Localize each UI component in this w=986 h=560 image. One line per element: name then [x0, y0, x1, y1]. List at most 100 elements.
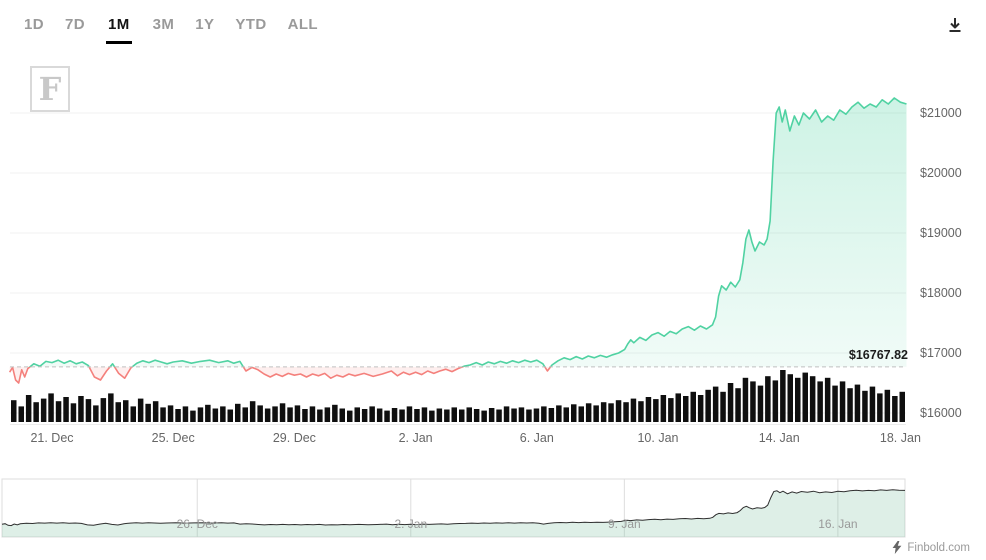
volume-bar: [444, 409, 450, 422]
volume-bar: [533, 408, 540, 422]
volume-bar: [459, 409, 465, 422]
volume-bar: [742, 377, 749, 422]
download-icon[interactable]: [944, 14, 966, 36]
x-axis-label: 29. Dec: [273, 431, 316, 445]
y-axis-label: $17000: [920, 346, 962, 360]
volume-bar: [115, 402, 121, 422]
volume-bar: [884, 389, 891, 422]
volume-bar: [264, 408, 271, 422]
volume-bar: [145, 403, 151, 422]
volume-bar: [795, 377, 801, 422]
volume-bar: [548, 408, 555, 422]
volume-bar: [257, 405, 263, 422]
volume-bar: [242, 407, 248, 422]
volume-bar: [361, 409, 368, 422]
volume-bar: [100, 398, 107, 422]
volume-bar: [496, 409, 502, 422]
x-axis-label: 21. Dec: [30, 431, 73, 445]
volume-bar: [712, 386, 719, 422]
volume-bar: [832, 385, 838, 422]
volume-bar: [137, 398, 144, 422]
volume-bar: [869, 386, 876, 422]
volume-bar: [205, 404, 211, 422]
volume-bar: [757, 385, 764, 422]
volume-bar: [556, 405, 562, 422]
range-tab-1m[interactable]: 1M: [105, 16, 132, 44]
volume-bar: [11, 400, 17, 422]
volume-bar: [668, 398, 674, 422]
volume-bar: [85, 399, 92, 422]
volume-bar: [638, 401, 644, 422]
volume-bar: [279, 403, 286, 422]
finbold-logo-watermark: F: [30, 66, 70, 112]
volume-bar: [384, 410, 390, 422]
range-tab-1y[interactable]: 1Y: [195, 16, 215, 33]
y-axis-label: $19000: [920, 226, 962, 240]
volume-bar: [503, 406, 510, 422]
volume-bar: [227, 409, 233, 422]
volume-bar: [772, 380, 779, 422]
finbold-bolt-icon: [892, 541, 902, 554]
volume-bar: [690, 391, 696, 422]
volume-bar: [421, 407, 428, 422]
volume-bar: [287, 407, 293, 422]
x-axis-label: 6. Jan: [520, 431, 554, 445]
volume-bar: [824, 377, 831, 422]
volume-bar: [481, 410, 487, 422]
volume-bar: [130, 406, 136, 422]
volume-bar: [302, 409, 308, 422]
range-tab-ytd[interactable]: YTD: [235, 16, 267, 33]
volume-bar: [48, 393, 54, 422]
volume-bar: [123, 400, 129, 422]
volume-bar: [787, 374, 793, 422]
volume-bar: [429, 410, 435, 422]
volume-bar: [526, 409, 532, 422]
volume-bar: [317, 409, 323, 422]
volume-bar: [406, 406, 413, 422]
attribution[interactable]: Finbold.com: [892, 541, 970, 554]
volume-bar: [399, 409, 405, 422]
x-axis-label: 2. Jan: [399, 431, 433, 445]
volume-bar: [750, 381, 756, 422]
volume-bar: [309, 406, 316, 422]
volume-bar: [765, 376, 771, 422]
navigator-tick-label: 9. Jan: [608, 517, 641, 531]
volume-bar: [854, 384, 861, 422]
volume-bar: [436, 408, 443, 422]
y-axis-label: $20000: [920, 166, 962, 180]
volume-bar: [802, 372, 808, 422]
navigator-tick-label: 2. Jan: [394, 517, 427, 531]
volume-bar: [220, 406, 226, 422]
range-selector: 1D 7D 1M 3M 1Y YTD ALL: [24, 16, 339, 44]
attribution-text: Finbold.com: [907, 541, 970, 554]
volume-bar: [735, 388, 741, 422]
volume-bar: [376, 408, 383, 422]
volume-bar: [332, 404, 338, 422]
volume-bar: [892, 396, 898, 422]
volume-bar: [615, 400, 622, 422]
volume-bar: [511, 408, 517, 422]
volume-bar: [414, 409, 420, 422]
volume-bar: [877, 393, 883, 422]
volume-bar: [152, 401, 159, 422]
volume-bar: [175, 409, 181, 422]
volume-bar: [272, 406, 278, 422]
volume-bar: [697, 395, 704, 422]
volume-bar: [839, 381, 846, 422]
volume-bar: [780, 370, 786, 422]
volume-bar: [63, 397, 69, 422]
range-tab-1d[interactable]: 1D: [24, 16, 44, 33]
range-tab-all[interactable]: ALL: [287, 16, 318, 33]
volume-bar: [862, 390, 868, 422]
volume-bar: [817, 381, 823, 422]
volume-bar: [720, 391, 726, 422]
range-tab-3m[interactable]: 3M: [152, 16, 175, 33]
navigator[interactable]: 26. Dec 2. Jan 9. Jan 16. Jan: [1, 478, 906, 538]
volume-bar: [249, 401, 256, 422]
volume-bar: [585, 403, 592, 422]
range-tab-7d[interactable]: 7D: [64, 16, 85, 33]
x-axis-label: 10. Jan: [637, 431, 678, 445]
volume-bar: [78, 396, 84, 422]
volume-bar: [369, 406, 375, 422]
